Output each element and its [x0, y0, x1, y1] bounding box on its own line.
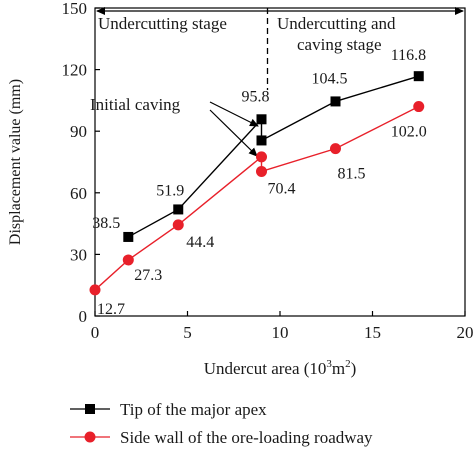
y-tick-label-3: 90	[70, 122, 87, 141]
initial-caving-label: Initial caving	[90, 95, 181, 114]
stage-right-label-line2: caving stage	[297, 35, 382, 54]
point-s0-5	[413, 71, 424, 82]
series-line-1	[94, 105, 420, 291]
data-label-s0-5: 116.8	[391, 47, 426, 64]
x-tick-label-4: 20	[457, 323, 474, 342]
legend: Tip of the major apex Side wall of the o…	[70, 400, 373, 447]
point-s1-4	[256, 165, 267, 177]
point-s1-3	[256, 151, 267, 163]
legend-label-1: Side wall of the ore-loading roadway	[120, 428, 373, 447]
point-s1-2	[172, 219, 184, 231]
data-label-s0-4: 104.5	[312, 70, 348, 87]
x-axis-title: Undercut area (103m2)	[204, 358, 357, 378]
point-s0-0	[123, 231, 134, 242]
data-label-s0-2: 95.8	[242, 88, 270, 105]
data-label-s1-6: 102.0	[391, 124, 427, 141]
y-tick-label-2: 60	[70, 184, 87, 203]
stage-left-label: Undercutting stage	[98, 14, 227, 33]
point-s0-3	[256, 135, 267, 146]
data-label-s1-5: 81.5	[338, 166, 366, 183]
x-tick-label-0: 0	[91, 323, 100, 342]
data-labels-layer: 38.5 51.9 95.8 104.5 116.8 12.7 27.3 44.4 70.4 81…	[92, 47, 426, 318]
x-axis-ticks: 0 5 10 15 20	[91, 311, 474, 342]
legend-swatch-marker-0	[85, 404, 95, 414]
y-tick-label-1: 30	[70, 245, 87, 264]
data-label-s1-2: 44.4	[186, 234, 214, 251]
x-tick-label-3: 15	[364, 323, 381, 342]
y-tick-label-4: 120	[62, 61, 88, 80]
point-s0-1	[173, 204, 184, 215]
data-label-s0-0: 38.5	[92, 215, 120, 232]
y-axis-title: Displacement value (mm)	[7, 79, 24, 245]
initial-caving-arrow-2	[209, 109, 258, 157]
data-label-s1-1: 27.3	[134, 267, 162, 284]
point-s0-2	[256, 114, 267, 125]
point-s0-4	[330, 96, 341, 107]
data-label-s1-0: 12.7	[97, 301, 125, 318]
series-layer	[89, 71, 425, 296]
point-s1-0	[89, 284, 101, 296]
x-tick-label-2: 10	[272, 323, 289, 342]
point-s1-5	[330, 143, 341, 155]
initial-caving-arrow-1	[209, 101, 259, 127]
data-label-s1-4: 70.4	[268, 180, 296, 197]
legend-swatch-marker-1	[84, 431, 96, 443]
point-s1-6	[413, 101, 425, 113]
series-line-0	[127, 75, 419, 238]
stage-right-label-line1: Undercutting and	[277, 14, 396, 33]
legend-label-0: Tip of the major apex	[120, 400, 267, 419]
y-tick-label-0: 0	[79, 307, 88, 326]
point-s1-1	[122, 254, 134, 266]
data-label-s0-1: 51.9	[156, 182, 184, 199]
y-axis-ticks: 0 30 60 90 120 150	[62, 0, 100, 326]
y-tick-label-5: 150	[62, 0, 88, 18]
x-tick-label-1: 5	[183, 323, 192, 342]
